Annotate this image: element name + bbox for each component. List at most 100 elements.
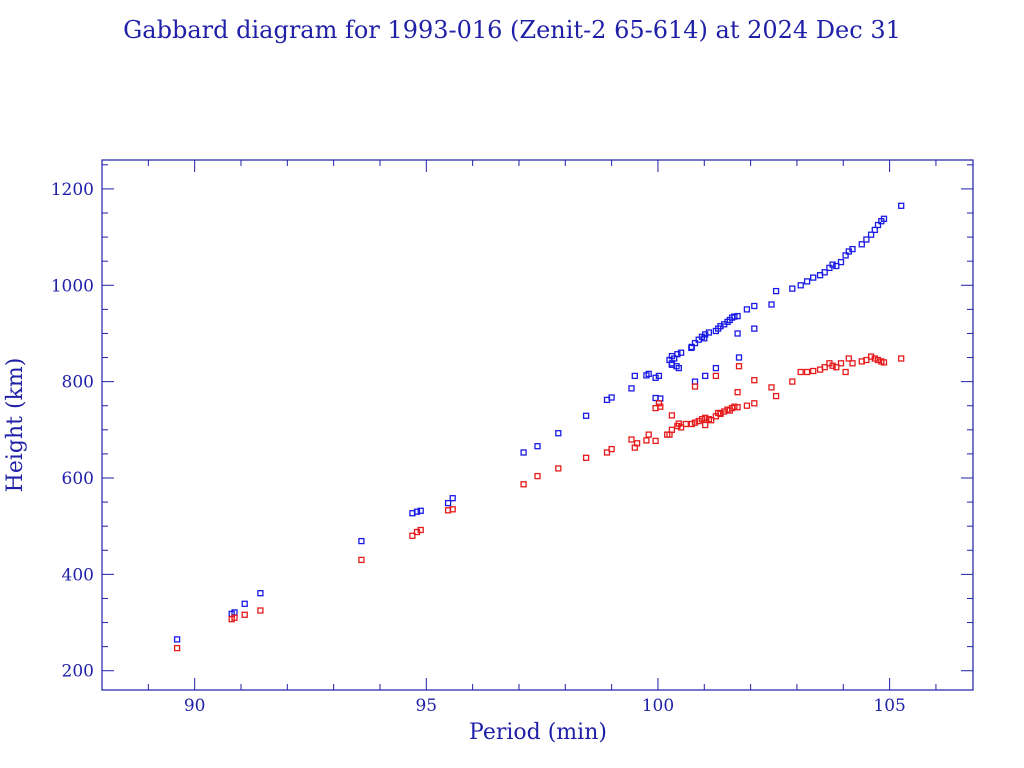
apogee-point (712, 364, 720, 372)
plot-border (101, 159, 974, 691)
perigee-point (449, 506, 456, 513)
apogee-point (668, 361, 676, 368)
perigee-point (643, 437, 650, 444)
perigee-point (734, 389, 741, 396)
apogee-point (702, 372, 709, 380)
apogee-point (858, 241, 865, 248)
apogee-point (789, 285, 796, 292)
apogee-point (751, 325, 758, 332)
perigee-point (797, 368, 804, 376)
perigee-point (898, 355, 905, 362)
apogee-point (705, 329, 713, 336)
perigee-point (768, 384, 775, 391)
apogee-point (829, 261, 836, 268)
perigee-point (829, 362, 836, 369)
apogee-point (413, 508, 421, 515)
perigee-point (241, 611, 248, 618)
apogee-point (837, 258, 845, 266)
y-tick-label: 1000 (51, 276, 94, 296)
apogee-point (743, 306, 751, 313)
axis-ticks (101, 160, 973, 690)
perigee-point (688, 420, 695, 428)
perigee-point (743, 402, 751, 409)
perigee-point (845, 355, 852, 362)
x-tick-label: 90 (184, 696, 206, 716)
apogee-point (797, 282, 804, 289)
tick-labels: 90 95 100 105 200 400 600 800 1000 1200 (51, 180, 906, 716)
x-tick-label: 100 (642, 696, 674, 716)
apogee-point (358, 537, 365, 545)
perigee-point (520, 481, 527, 488)
apogee-point (821, 269, 828, 276)
perigee-point (837, 360, 845, 367)
perigee-point (810, 367, 817, 375)
perigee-point (702, 421, 709, 429)
apogee-point (628, 385, 635, 392)
perigee-point (772, 392, 780, 400)
apogee-point (810, 274, 817, 281)
apogee-point (826, 264, 833, 272)
perigee-point (874, 356, 882, 364)
perigee-point (880, 359, 888, 366)
apogee-point (257, 590, 264, 597)
apogee-point (173, 636, 181, 643)
perigee-point (257, 607, 264, 614)
perigee-point (645, 431, 652, 438)
data-points (173, 202, 905, 652)
y-tick-label: 600 (62, 469, 94, 489)
apogee-point (652, 374, 659, 381)
apogee-point (674, 351, 681, 358)
perigee-point (849, 360, 856, 367)
apogee-point (444, 499, 452, 507)
perigee-point (358, 556, 365, 564)
apogee-point (803, 278, 811, 285)
perigee-point (863, 356, 870, 364)
perigee-point (603, 449, 611, 456)
apogee-point (582, 412, 590, 419)
perigee-point (712, 372, 720, 380)
x-tick-label: 95 (415, 696, 437, 716)
apogee-point (863, 236, 870, 243)
x-axis-label: Period (min) (469, 720, 607, 745)
perigee-point (555, 465, 562, 472)
apogee-point (555, 430, 562, 437)
apogee-point (417, 507, 424, 514)
apogee-point (731, 313, 738, 320)
perigee-point (633, 440, 641, 447)
x-tick-label: 105 (873, 696, 905, 716)
perigee-point (682, 420, 689, 428)
apogee-point (880, 215, 888, 222)
y-tick-label: 400 (62, 565, 94, 585)
apogee-point (671, 355, 678, 362)
plot-frame (101, 159, 974, 691)
apogee-point (645, 370, 652, 378)
perigee-point (691, 383, 699, 390)
perigee-point (608, 445, 615, 453)
perigee-point (734, 404, 741, 411)
perigee-point (582, 454, 590, 461)
apogee-point (842, 252, 849, 259)
apogee-point (701, 335, 708, 342)
perigee-point (708, 417, 715, 424)
chart-title: Gabbard diagram for 1993-016 (Zenit-2 65… (123, 16, 901, 44)
perigee-point (833, 364, 840, 371)
perigee-point (717, 409, 724, 417)
apogee-point (691, 339, 699, 347)
perigee-point (789, 378, 796, 385)
perigee-point (657, 403, 664, 410)
apogee-point (241, 600, 248, 607)
perigee-point (735, 363, 743, 370)
perigee-point (173, 644, 181, 652)
perigee-point (751, 377, 758, 384)
apogee-point (449, 495, 456, 502)
perigee-point (668, 412, 676, 419)
perigee-point (803, 368, 811, 376)
apogee-point (772, 287, 780, 295)
perigee-point (702, 414, 709, 421)
apogee-point (734, 330, 741, 337)
apogee-point (608, 394, 615, 401)
perigee-point (675, 420, 682, 427)
perigee-point (842, 368, 849, 376)
y-axis-label: Height (km) (3, 358, 28, 493)
